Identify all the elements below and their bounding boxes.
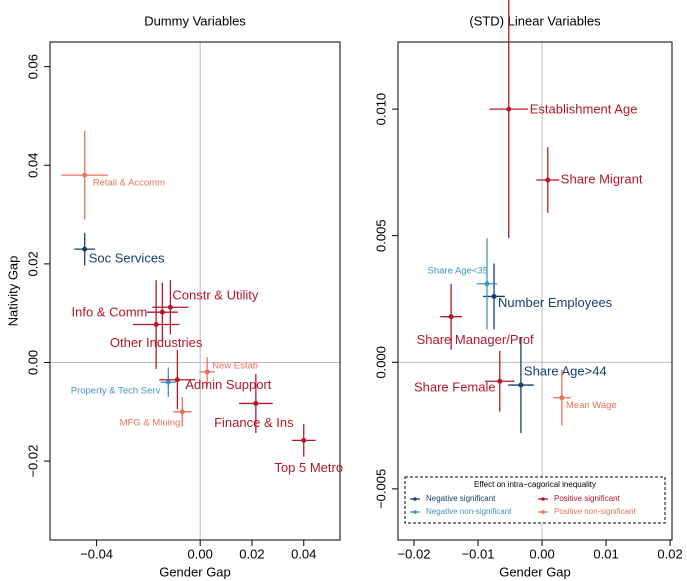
point	[497, 378, 503, 384]
x-tick-label: 0.04	[291, 546, 316, 561]
legend-title: Effect on intra−cagorical inequality	[474, 480, 596, 489]
y-tick-label: 0.04	[25, 153, 40, 178]
point-label: Other Industries	[110, 335, 203, 350]
point	[179, 409, 185, 415]
legend-box	[404, 476, 666, 524]
point-label: Share Migrant	[561, 171, 643, 186]
point-label: Number Employees	[498, 295, 613, 310]
y-tick-label: −0.005	[373, 469, 388, 509]
legend-marker	[541, 497, 545, 501]
point-label: Info & Comm	[72, 305, 148, 320]
point	[153, 322, 159, 328]
x-axis-label: Gender Gap	[159, 564, 231, 579]
point	[448, 314, 454, 320]
point-label: Property & Tech Serv	[71, 386, 161, 397]
chart-title: (STD) Linear Variables	[469, 13, 601, 28]
point	[174, 377, 180, 383]
legend-label: Positive significant	[554, 494, 621, 503]
point-label: MFG & Mining	[120, 417, 181, 428]
y-tick-label: −0.02	[25, 445, 40, 478]
y-tick-label: 0.000	[373, 346, 388, 379]
point-label: Retail & Accomm	[93, 178, 165, 189]
point-label: Top 5 Metro	[274, 460, 343, 475]
point-label: Admin Support	[185, 377, 271, 392]
point-label: Share Age>44	[524, 363, 607, 378]
point	[204, 369, 210, 375]
legend-label: Positive non-significant	[554, 507, 637, 516]
x-tick-label: 0.01	[593, 546, 618, 561]
y-tick-label: 0.010	[373, 93, 388, 126]
point	[545, 177, 551, 183]
point-label: Constr & Utility	[172, 288, 258, 303]
x-tick-label: −0.01	[462, 546, 495, 561]
x-tick-label: −0.02	[398, 546, 431, 561]
point	[82, 172, 88, 178]
point-label: Share Manager/Prof	[417, 332, 534, 347]
point-label: Soc Services	[89, 251, 165, 266]
point	[165, 379, 171, 385]
point-label: Mean Wage	[566, 400, 617, 411]
point	[253, 400, 259, 406]
plot-frame	[49, 41, 341, 541]
y-axis-label: Nativity Gap	[5, 256, 20, 327]
point	[301, 437, 307, 443]
x-axis-label: Gender Gap	[499, 564, 571, 579]
legend-marker	[413, 510, 417, 514]
legend-marker	[413, 497, 417, 501]
point	[559, 395, 565, 401]
legend-marker	[541, 510, 545, 514]
legend-label: Negative non-significant	[426, 507, 512, 516]
point	[518, 382, 524, 388]
point-label: Share Age<35	[428, 265, 488, 276]
x-tick-label: 0.00	[529, 546, 554, 561]
point	[159, 309, 165, 315]
x-tick-label: 0.02	[239, 546, 264, 561]
plot-frame	[397, 41, 673, 541]
x-tick-label: 0.02	[657, 546, 682, 561]
point	[82, 246, 88, 252]
chart-title: Dummy Variables	[144, 13, 246, 28]
point-label: New Estab	[212, 360, 258, 371]
legend-label: Negative significant	[426, 494, 496, 503]
point-label: Finance & Ins	[214, 415, 294, 430]
point	[506, 106, 512, 112]
point-label: Share Female	[414, 380, 496, 395]
point	[491, 293, 497, 299]
x-tick-label: −0.04	[80, 546, 113, 561]
point-label: Establishment Age	[530, 102, 638, 117]
y-tick-label: 0.00	[25, 350, 40, 375]
x-tick-label: 0.00	[188, 546, 213, 561]
y-tick-label: 0.06	[25, 54, 40, 79]
y-tick-label: 0.02	[25, 251, 40, 276]
y-tick-label: 0.005	[373, 219, 388, 252]
point	[484, 281, 490, 287]
point	[167, 304, 173, 310]
